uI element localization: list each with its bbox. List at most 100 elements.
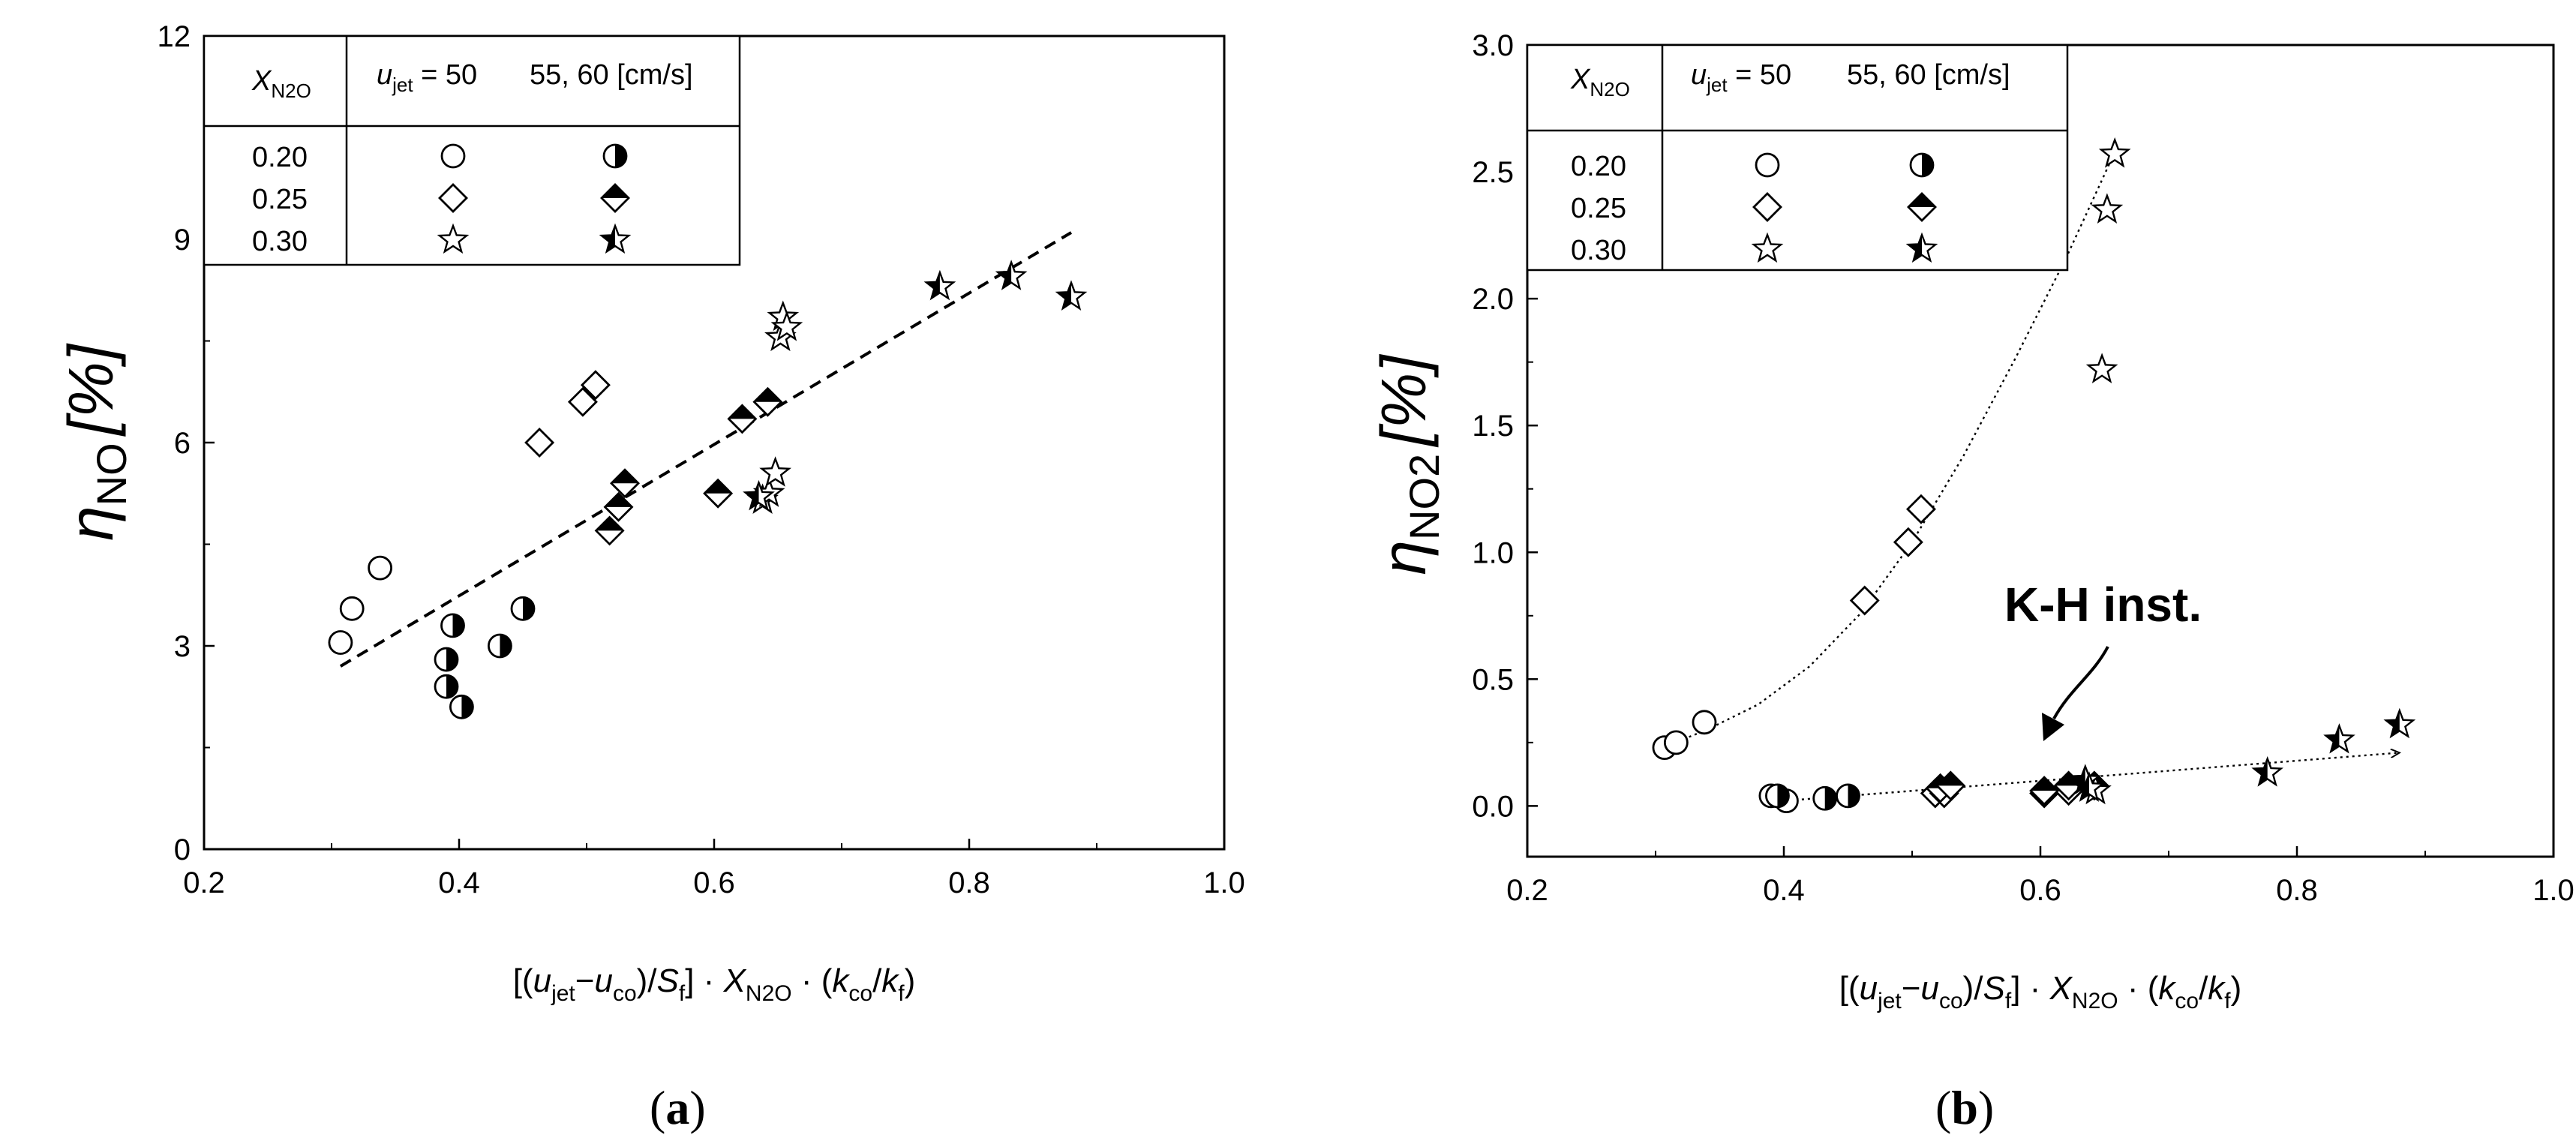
data-point-diamond-half xyxy=(594,515,625,546)
panel-b-legend-header-right: 55, 60 [cm/s] xyxy=(1847,59,2010,91)
panel-b-legend-markers xyxy=(1751,152,1938,263)
legend-marker-circle-half xyxy=(1909,152,1935,178)
panel-b-chart: 0.0 0.5 1.0 1.5 2.0 2.5 3.0 0.2 0.4 0.6 0.8 1.0 XN… xyxy=(1368,29,2574,1134)
legend-marker-diamond-half xyxy=(1907,192,1937,222)
panel-a-legend-row-030: 0.30 xyxy=(252,226,308,257)
legend-marker-star-half xyxy=(1905,232,1938,263)
panel-a-legend: XN2O ujet = 50 55, 60 [cm/s] 0.20 0.25 0… xyxy=(203,35,741,266)
panel-b-legend-header-u: ujet = 50 xyxy=(1691,59,1791,96)
data-point-circle-half xyxy=(1836,783,1860,809)
data-point-star-half xyxy=(923,269,956,301)
data-point-circle-half xyxy=(1812,785,1838,811)
data-point-star-half xyxy=(2323,723,2355,754)
data-point-diamond-open xyxy=(1893,527,1923,557)
data-point-circle-half xyxy=(488,633,512,659)
trend-line-dotted xyxy=(1655,146,2118,752)
data-point-diamond-half xyxy=(1935,770,1966,801)
data-point-diamond-half xyxy=(727,404,758,434)
panel-b-label: (b) xyxy=(1935,1081,1994,1134)
data-point-circle-half xyxy=(434,674,459,699)
panel-b-x-label: [(ujet−uco)/Sf] · XN2O · (kco/kf) xyxy=(1839,970,2242,1013)
data-point-diamond-half xyxy=(2029,776,2060,806)
data-point-star-half xyxy=(2251,755,2283,787)
y-tick-label: 2.5 xyxy=(1472,156,1514,189)
data-point-star-open xyxy=(2098,137,2131,168)
data-point-diamond-open xyxy=(524,428,555,458)
legend-marker-star-half xyxy=(599,223,632,254)
data-point-circle-open xyxy=(1692,710,1717,735)
legend-marker-diamond-open xyxy=(438,183,468,213)
data-point-circle-open xyxy=(328,630,353,655)
data-point-star-open xyxy=(2091,193,2124,224)
panel-a-legend-header-u: ujet = 50 xyxy=(377,59,477,96)
y-tick-label: 0 xyxy=(174,833,191,866)
data-point-diamond-open xyxy=(567,386,598,417)
data-point-circle-half xyxy=(449,694,474,719)
x-tick-label: 1.0 xyxy=(2532,874,2574,907)
panel-a-x-label: [(ujet−uco)/Sf] · XN2O · (kco/kf) xyxy=(513,962,916,1006)
panel-b-y-axis: 0.0 0.5 1.0 1.5 2.0 2.5 3.0 xyxy=(1472,29,1538,823)
data-point-diamond-open xyxy=(580,370,611,401)
x-tick-label: 0.6 xyxy=(693,866,735,899)
legend-marker-star-open xyxy=(1751,232,1784,263)
legend-marker-circle-open xyxy=(440,143,466,169)
panel-b-annotation: K-H inst. xyxy=(2004,578,2202,632)
data-point-diamond-half xyxy=(610,468,640,499)
y-tick-label: 9 xyxy=(174,224,191,257)
y-tick-label: 0.5 xyxy=(1472,663,1514,696)
panel-a-label: (a) xyxy=(650,1081,706,1134)
x-tick-label: 0.6 xyxy=(2019,874,2061,907)
y-tick-label: 3.0 xyxy=(1472,29,1514,62)
panel-b-data-points xyxy=(1652,137,2416,814)
panel-b-annotation-arrowhead xyxy=(2042,713,2064,741)
y-tick-label: 3 xyxy=(174,630,191,663)
data-point-star-half xyxy=(743,479,775,511)
legend-marker-circle-half xyxy=(602,143,628,169)
legend-marker-circle-open xyxy=(1755,152,1780,178)
panel-b-annotation-arrow xyxy=(2052,646,2109,719)
data-point-circle-half xyxy=(510,596,536,621)
panel-b-y-label: ηNO2[%] xyxy=(1368,354,1448,575)
trend-line-dashed xyxy=(339,231,1073,668)
data-point-circle-half xyxy=(434,647,459,672)
x-tick-label: 0.2 xyxy=(183,866,225,899)
panel-a-chart: 0 3 6 9 12 0.2 0.4 0.6 0.8 1.0 XN2O ujet = 50 55… xyxy=(56,20,1245,1134)
data-point-circle-open xyxy=(339,596,365,621)
panel-a-data-points xyxy=(328,260,1088,719)
data-point-star-open xyxy=(759,456,791,487)
data-point-star-half xyxy=(2383,707,2416,739)
data-point-star-half xyxy=(1055,280,1088,311)
panel-a-legend-markers xyxy=(437,143,632,254)
panel-a-legend-header-x: XN2O xyxy=(251,65,311,102)
data-point-star-open xyxy=(2085,353,2118,383)
panel-b-fit-lines xyxy=(1655,146,2400,802)
x-tick-label: 0.4 xyxy=(1763,874,1805,907)
data-point-circle-open xyxy=(1663,730,1689,755)
x-tick-label: 1.0 xyxy=(1203,866,1245,899)
y-tick-label: 6 xyxy=(174,427,191,460)
data-point-diamond-half xyxy=(603,491,634,522)
panel-a-legend-row-020: 0.20 xyxy=(252,142,308,173)
data-point-star-half xyxy=(995,260,1028,290)
legend-marker-diamond-open xyxy=(1752,192,1782,222)
y-tick-label: 2.0 xyxy=(1472,283,1514,316)
data-point-circle-half xyxy=(1765,783,1790,809)
x-tick-label: 0.8 xyxy=(2276,874,2318,907)
panel-a-legend-header-right: 55, 60 [cm/s] xyxy=(530,59,693,91)
data-point-diamond-half xyxy=(703,478,734,509)
panel-b-legend-row-030: 0.30 xyxy=(1571,235,1626,266)
data-point-diamond-open xyxy=(1849,585,1880,616)
panel-b-legend-header-x: XN2O xyxy=(1570,64,1630,101)
data-point-star-open xyxy=(770,310,803,341)
panel-a-legend-row-025: 0.25 xyxy=(252,184,308,215)
data-point-circle-half xyxy=(440,613,465,638)
data-point-diamond-open xyxy=(1905,494,1936,524)
x-tick-label: 0.2 xyxy=(1506,874,1548,907)
panel-b-legend-row-020: 0.20 xyxy=(1571,151,1626,182)
legend-marker-star-open xyxy=(437,223,470,254)
legend-marker-diamond-half xyxy=(600,183,630,213)
panel-a-x-axis: 0.2 0.4 0.6 0.8 1.0 xyxy=(183,839,1245,899)
y-tick-label: 0.0 xyxy=(1472,790,1514,823)
panel-a-fit-lines xyxy=(339,231,1073,668)
